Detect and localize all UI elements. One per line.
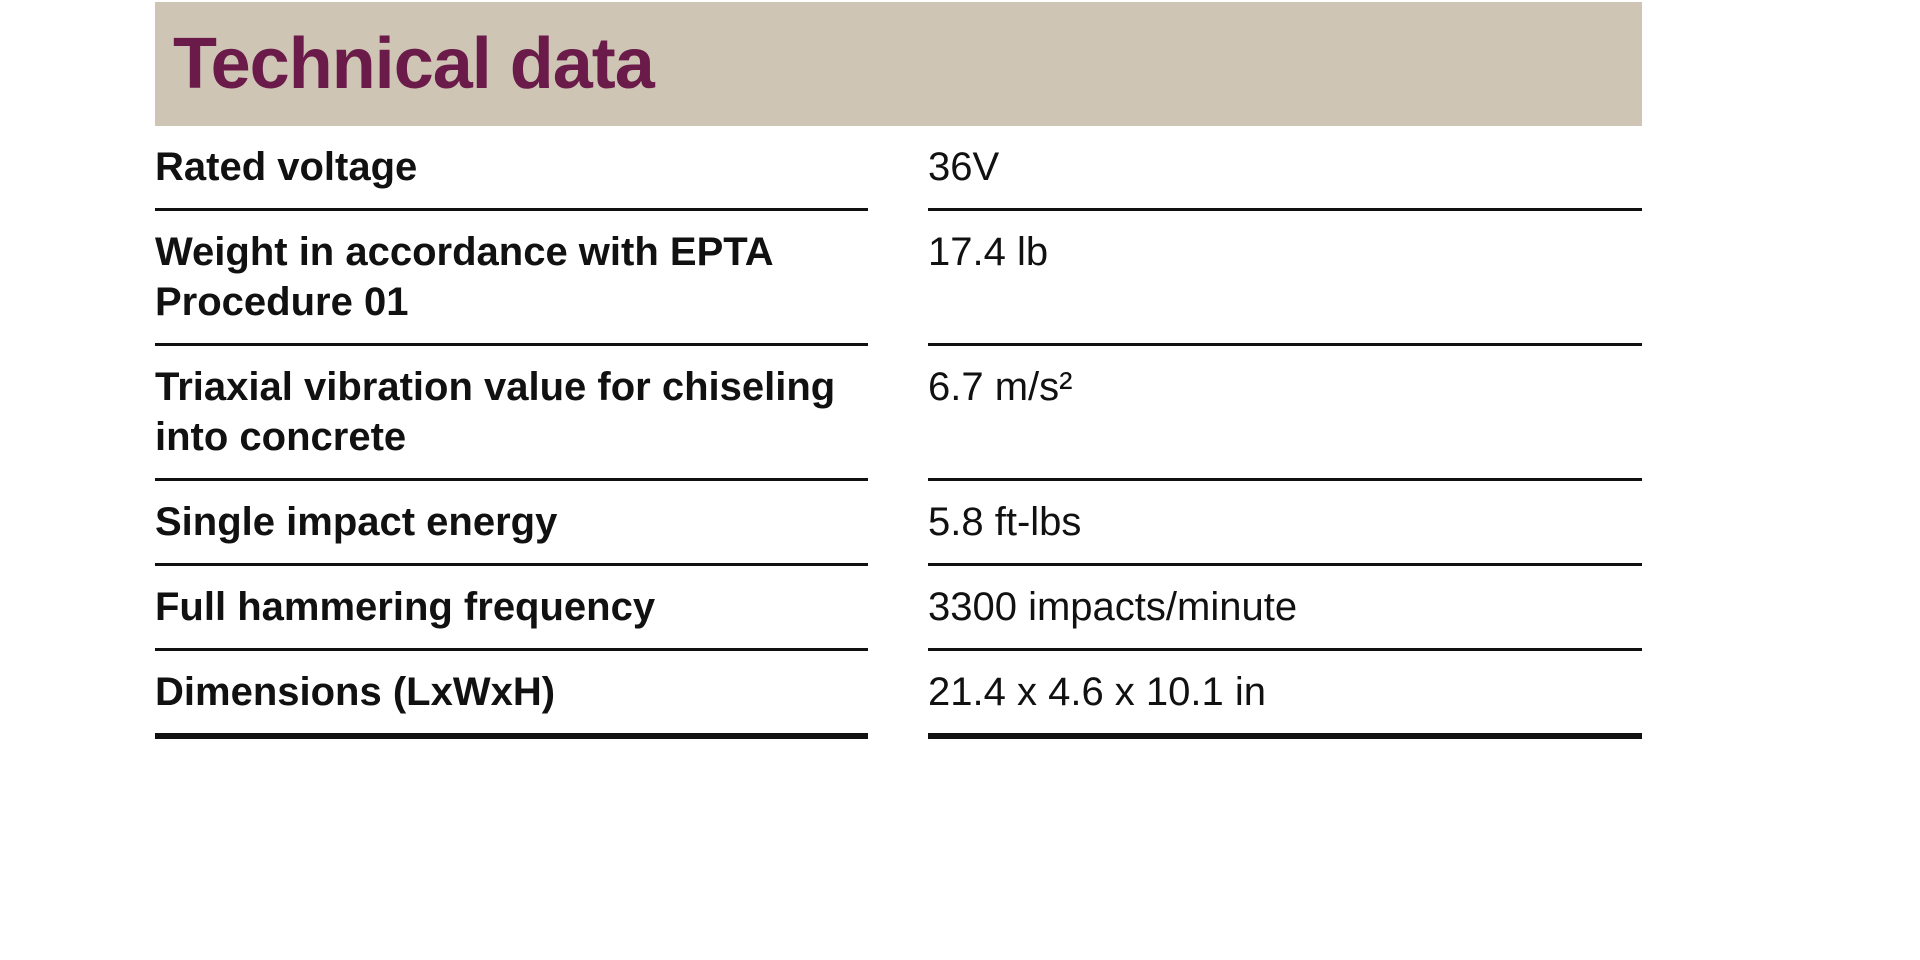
- spec-value: 3300 impacts/minute: [928, 566, 1642, 651]
- header-bar: Technical data: [155, 2, 1642, 126]
- spec-value: 6.7 m/s²: [928, 346, 1642, 481]
- spec-value: 36V: [928, 126, 1642, 211]
- spec-label: Triaxial vibration value for chiseling i…: [155, 346, 868, 481]
- spec-label: Full hammering frequency: [155, 566, 868, 651]
- spec-label: Dimensions (LxWxH): [155, 651, 868, 739]
- spec-value: 5.8 ft-lbs: [928, 481, 1642, 566]
- title: Technical data: [173, 24, 655, 104]
- spec-label: Single impact energy: [155, 481, 868, 566]
- spec-label: Rated voltage: [155, 126, 868, 211]
- spec-table: Rated voltage 36V Weight in accordance wit…: [155, 126, 1642, 739]
- spec-value: 21.4 x 4.6 x 10.1 in: [928, 651, 1642, 739]
- spec-value: 17.4 lb: [928, 211, 1642, 346]
- spec-label: Weight in accordance with EPTA Procedure…: [155, 211, 868, 346]
